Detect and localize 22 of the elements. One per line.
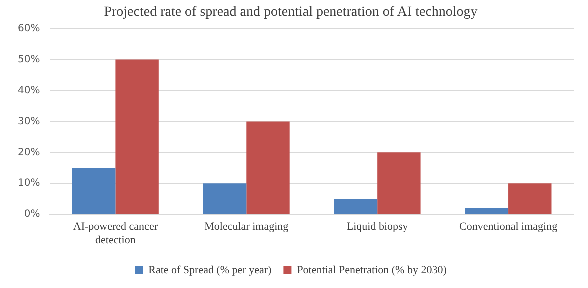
bar (378, 152, 421, 214)
bar (72, 168, 116, 214)
x-tick-label: AI-powered cancer detection (73, 221, 158, 246)
bar (246, 122, 290, 214)
bar (203, 184, 247, 214)
x-tick-label: Liquid biopsy (346, 221, 409, 234)
y-tick-label: 30% (18, 116, 40, 128)
legend-label: Potential Penetration (% by 2030) (297, 264, 448, 276)
bar (334, 199, 378, 214)
bar (508, 184, 552, 214)
bar (465, 208, 509, 214)
chart-title: Projected rate of spread and potential penetration of AI technology (104, 5, 478, 20)
y-tick-label: 40% (18, 85, 40, 96)
legend-label: Rate of Spread (% per year) (148, 264, 272, 276)
y-tick-label: 0% (24, 209, 40, 220)
bar (116, 60, 159, 214)
x-tick-label: Molecular imaging (204, 221, 290, 234)
y-tick-label: 60% (18, 23, 40, 34)
y-tick-label: 10% (18, 178, 40, 190)
x-tick-label: Conventional imaging (459, 221, 558, 234)
y-tick-label: 50% (18, 54, 40, 66)
y-tick-label: 20% (18, 147, 40, 158)
